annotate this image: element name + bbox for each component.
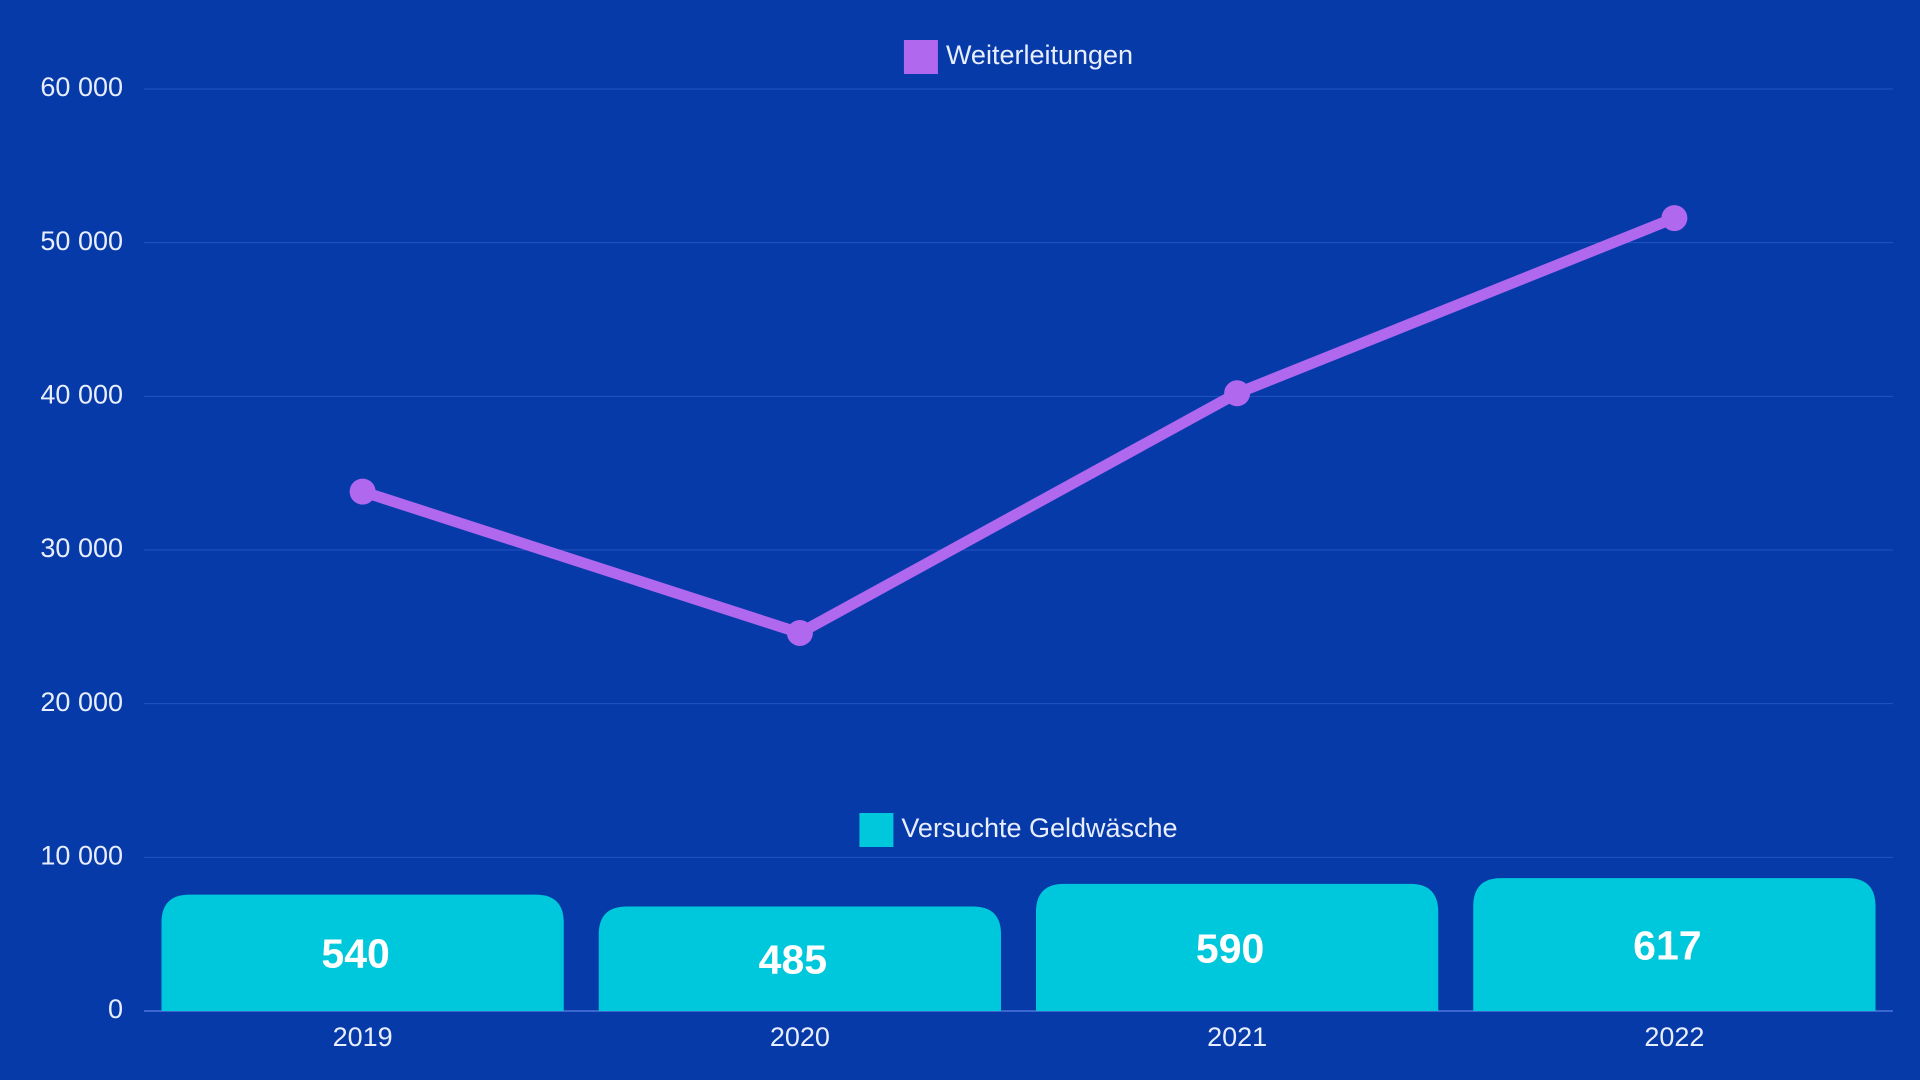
y-tick-label: 10 000 — [40, 840, 123, 870]
data-label: 540 — [321, 931, 389, 977]
x-tick-label: 2022 — [1644, 1022, 1704, 1052]
legend-label: Versuchte Geldwäsche — [901, 813, 1177, 843]
legend: Versuchte Geldwäsche — [859, 813, 1178, 847]
line — [360, 212, 1677, 639]
legend: Weiterleitungen — [903, 40, 1133, 74]
bar — [1035, 883, 1439, 1011]
point — [1661, 205, 1688, 232]
bar — [1473, 878, 1876, 1011]
data-label: 590 — [1196, 925, 1264, 971]
point — [1224, 380, 1251, 407]
data-label: 617 — [1633, 922, 1701, 968]
y-tick-label: 50 000 — [40, 226, 123, 256]
data-label: 485 — [759, 937, 827, 983]
legend-swatch — [903, 40, 938, 74]
x-tick-label: 2019 — [333, 1022, 393, 1052]
x-tick-label: 2020 — [770, 1022, 830, 1052]
bar — [598, 906, 1002, 1011]
point — [349, 478, 376, 505]
bar — [161, 894, 564, 1011]
point — [786, 619, 813, 646]
y-tick-label: 30 000 — [40, 533, 123, 563]
x-tick-label: 2021 — [1207, 1022, 1267, 1052]
y-tick-label: 60 000 — [40, 72, 123, 102]
y-tick-label: 40 000 — [40, 379, 123, 409]
legend-label: Weiterleitungen — [946, 40, 1133, 70]
y-tick-label: 0 — [108, 994, 123, 1024]
legend-swatch — [859, 813, 894, 847]
y-tick-label: 20 000 — [40, 687, 123, 717]
